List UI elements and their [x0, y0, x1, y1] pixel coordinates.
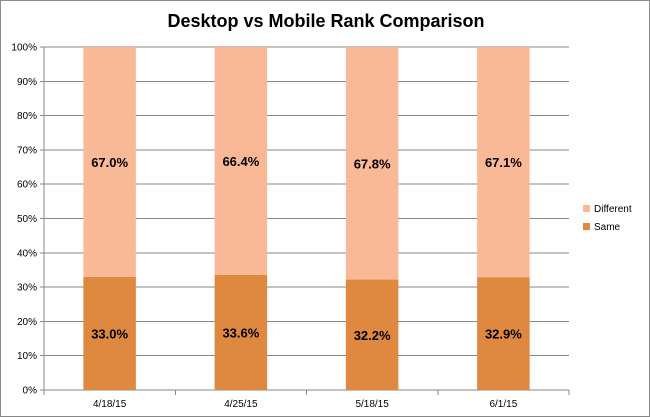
y-tick-label: 20%	[17, 317, 37, 328]
bar-segment-same	[477, 277, 530, 390]
data-label-different: 67.0%	[91, 155, 128, 170]
data-label-different: 66.4%	[222, 154, 259, 169]
data-label-different: 67.8%	[354, 156, 391, 171]
y-tick-label: 40%	[17, 248, 37, 259]
y-tick-label: 30%	[17, 283, 37, 294]
data-label-same: 32.2%	[354, 328, 391, 343]
bar-segment-different	[477, 47, 530, 278]
bar-segment-same	[345, 279, 399, 390]
bar-segment-same	[214, 274, 268, 390]
data-label-same: 32.9%	[485, 327, 522, 342]
legend: Different Same	[583, 204, 632, 233]
y-tick-label: 10%	[17, 351, 37, 362]
bar-segment-different	[345, 47, 399, 280]
legend-swatch-different	[583, 205, 590, 212]
y-tick-label: 80%	[17, 111, 37, 122]
data-label-same: 33.0%	[91, 326, 128, 341]
y-tick-label: 0%	[23, 386, 38, 397]
data-label-different: 67.1%	[485, 155, 522, 170]
x-tick-label: 5/18/15	[355, 399, 389, 410]
x-tick-label: 4/18/15	[93, 399, 127, 410]
bars	[83, 47, 530, 390]
y-tick-label: 50%	[17, 214, 37, 225]
chart-title: Desktop vs Mobile Rank Comparison	[167, 11, 484, 31]
x-tick-label: 4/25/15	[224, 399, 258, 410]
legend-label-same: Same	[594, 222, 621, 233]
bar-segment-same	[83, 276, 136, 390]
data-label-same: 33.6%	[222, 325, 259, 340]
axes: 0% 10% 20% 30% 40% 50% 60% 70% 80% 90% 100% 4/18/15…	[11, 43, 570, 410]
bar-segment-different	[214, 47, 268, 275]
bar-segment-different	[83, 47, 136, 277]
legend-label-different: Different	[594, 204, 632, 215]
legend-swatch-same	[583, 223, 590, 230]
data-labels: 33.0% 67.0% 33.6% 66.4% 32.2% 67.8% 32.9% 67.1%	[91, 154, 522, 343]
x-tick-label: 6/1/15	[489, 399, 517, 410]
y-tick-label: 70%	[17, 145, 37, 156]
y-tick-label: 60%	[17, 180, 37, 191]
y-tick-label: 100%	[11, 43, 37, 54]
y-tick-label: 90%	[17, 77, 37, 88]
